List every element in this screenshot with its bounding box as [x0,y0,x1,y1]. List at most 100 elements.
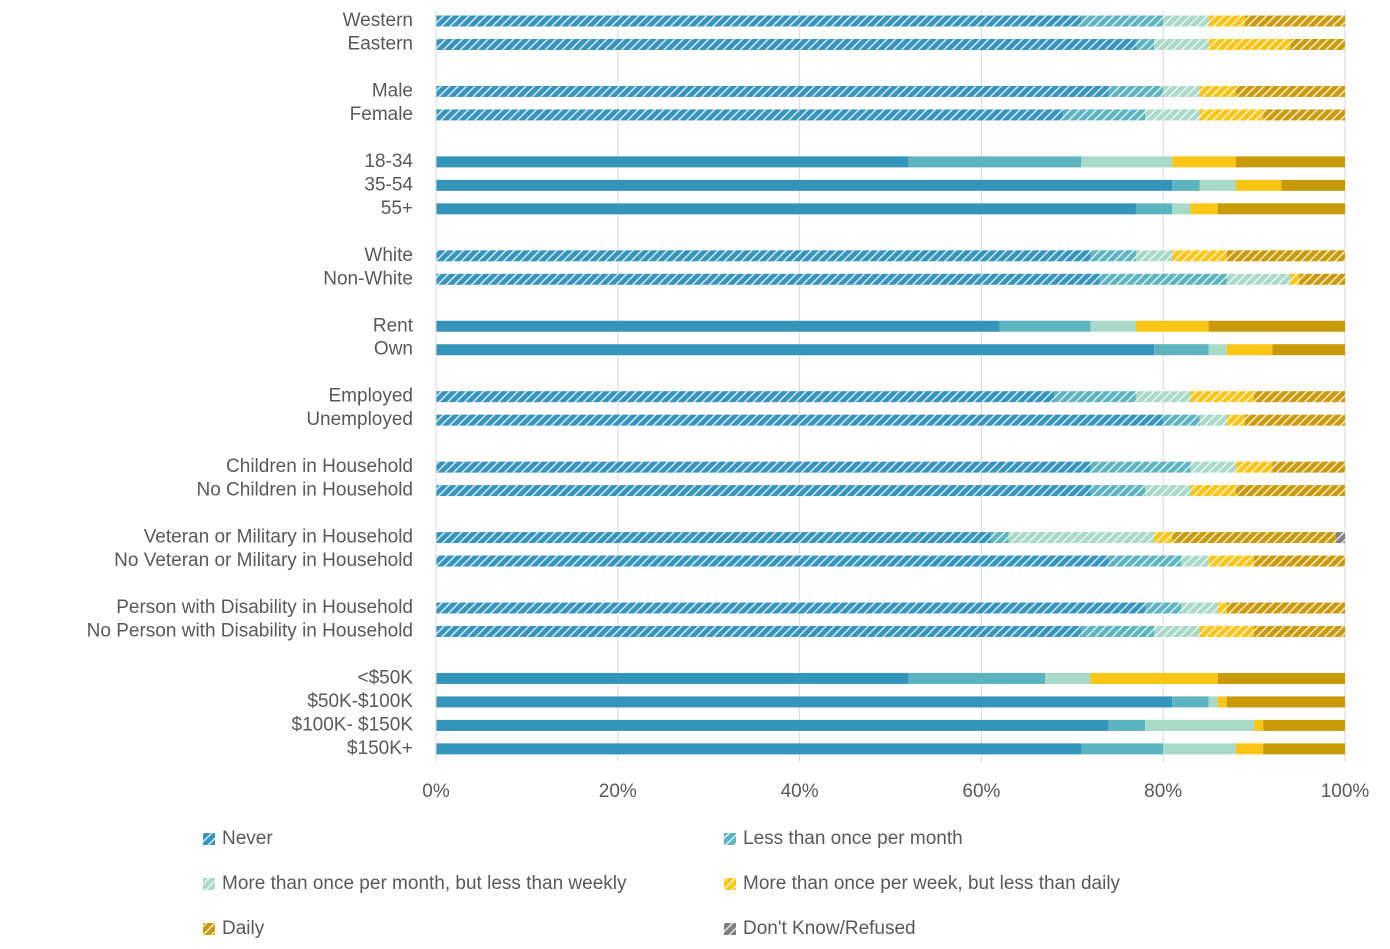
y-tick-label: Employed [329,386,414,407]
y-tick-label: Eastern [348,33,413,54]
bar-segment [436,179,1173,191]
bar-segment [1235,156,1345,168]
legend-label: More than once per month, but less than … [222,873,627,894]
bar-segment [436,414,1164,426]
y-tick-label: Children in Household [226,456,413,477]
bar-segment [1199,109,1264,121]
bar-segment [436,719,1109,731]
bar-segment [436,38,1136,50]
bar-segment [1090,250,1136,262]
y-tick-label: Unemployed [306,409,413,430]
y-tick-label: Own [374,339,413,360]
y-tick-label: Male [372,80,413,101]
legend-label: Don't Know/Refused [743,918,916,939]
bar-segment [1135,203,1173,215]
y-tick-label: Veteran or Military in Household [144,527,413,548]
bar-segment [1245,414,1345,426]
bar-segment [1254,555,1345,567]
bar-segment [436,391,1055,403]
legend-swatch [724,833,736,845]
bar-segment [1235,743,1264,755]
bar-segment [1081,15,1164,27]
bar-segment [436,320,1000,332]
bar-segment [999,320,1091,332]
bar-segment [1190,485,1236,497]
legend-swatch [203,833,215,845]
bar-segment [1172,696,1209,708]
bar-segment [1181,602,1218,614]
legend-label: Never [222,828,273,849]
bar-segment [1108,85,1164,97]
bar-segment [1181,555,1209,567]
bar-segment [436,109,1064,121]
bar-segment [1254,391,1345,403]
legend-swatch [203,878,215,890]
bar-segment [1199,625,1255,637]
x-tick-label: 60% [962,781,1000,802]
bar-segment [1199,414,1227,426]
bar-segment [1081,743,1164,755]
bar-segment [1226,696,1345,708]
bar-segment [1190,461,1236,473]
bar-segment [1226,344,1273,356]
bar-segment [1290,273,1300,285]
bar-segment [436,743,1082,755]
bar-segment [1154,532,1173,544]
bar-segment [1145,719,1255,731]
y-tick-label: 55+ [381,198,413,219]
bar-segment [1090,672,1218,684]
bar-segment [1208,38,1291,50]
bar-segment [1217,672,1345,684]
bar-segment [1208,344,1227,356]
x-tick-label: 80% [1144,781,1182,802]
bar-segment [1172,179,1200,191]
legend-label: Daily [222,918,265,939]
y-tick-label: Rent [373,315,414,336]
bar-segment [1054,391,1136,403]
bar-segment [436,15,1082,27]
bar-segment [1172,250,1227,262]
bar-segment [1163,15,1209,27]
bar-segment [1199,85,1236,97]
y-tick-label: White [364,245,413,266]
bar-segment [1263,719,1345,731]
x-tick-label: 100% [1321,781,1370,802]
bar-segment [1208,320,1345,332]
bar-segment [1135,250,1173,262]
y-tick-label: $50K-$100K [307,691,413,712]
bar-segment [1163,85,1200,97]
bar-segment [1045,672,1091,684]
bar-segment [1226,602,1345,614]
bar-segment [436,461,1091,473]
bar-segment [436,344,1155,356]
y-tick-label: <$50K [358,667,414,688]
bar-segment [436,485,1091,497]
bar-segment [1190,391,1255,403]
bar-segment [1163,414,1200,426]
y-tick-label: 35-54 [364,174,413,195]
bar-segment [1081,156,1173,168]
bar-segment [1235,85,1345,97]
bar-segment [436,672,909,684]
y-tick-label: Western [343,10,413,31]
x-tick-label: 40% [781,781,819,802]
bar-segment [1226,273,1291,285]
bar-segment [1108,555,1182,567]
legend-label: More than once per week, but less than d… [743,873,1121,894]
bar-segment [1135,391,1191,403]
bar-segment [1254,625,1345,637]
bar-segment [1217,602,1227,614]
bar-segment [1172,203,1191,215]
y-tick-label: Non-White [323,268,413,289]
bar-segment [1235,179,1282,191]
bar-segment [1172,532,1336,544]
bar-segment [1272,344,1345,356]
bar-segment [1199,179,1236,191]
bar-segment [1235,485,1345,497]
x-tick-label: 20% [599,781,637,802]
bar-segment [1263,743,1345,755]
bar-segment [1226,414,1246,426]
bar-segment [1235,461,1273,473]
bar-segment [1281,179,1345,191]
bar-segment [1090,485,1146,497]
